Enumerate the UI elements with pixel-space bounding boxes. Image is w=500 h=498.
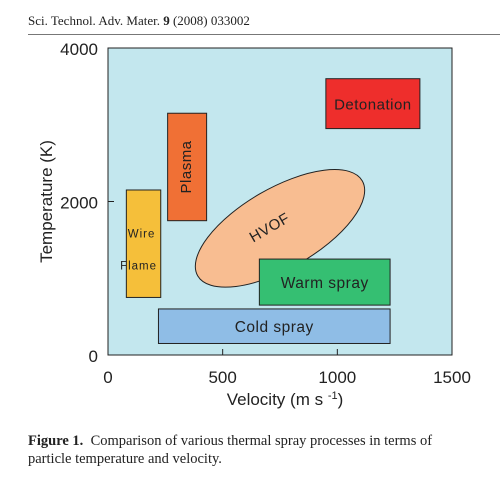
figure-caption: Figure 1. Comparison of various thermal … bbox=[28, 432, 478, 468]
label-detonation: Detonation bbox=[334, 97, 412, 114]
caption-label: Figure 1. bbox=[28, 433, 84, 449]
region-wire-flame bbox=[125, 189, 162, 298]
caption-text: Comparison of various thermal spray proc… bbox=[28, 433, 433, 467]
y-tick-label-0: 0 bbox=[89, 347, 98, 366]
region-detonation bbox=[325, 78, 421, 130]
x-tick-label-1000: 1000 bbox=[318, 368, 356, 387]
label-warm-spray: Warm spray bbox=[281, 275, 369, 292]
x-tick-label-500: 500 bbox=[208, 368, 236, 387]
label-wire-flame-line-1: Flame bbox=[120, 261, 157, 273]
y-tick-label-2000: 2000 bbox=[60, 194, 98, 213]
journal-issue: (2008) 033002 bbox=[172, 13, 250, 28]
header-rule bbox=[28, 34, 500, 35]
y-axis-label: Temperature (K) bbox=[37, 140, 56, 263]
journal-volume: 9 bbox=[163, 13, 170, 28]
region-cold-spray bbox=[157, 308, 391, 344]
label-wire-flame-line-0: Wire bbox=[128, 229, 156, 241]
region-plasma bbox=[167, 112, 208, 222]
journal-name: Sci. Technol. Adv. Mater. bbox=[28, 13, 160, 28]
region-warm-spray bbox=[258, 258, 391, 306]
x-tick-label-1500: 1500 bbox=[433, 368, 471, 387]
x-tick-label-0: 0 bbox=[103, 368, 112, 387]
label-cold-spray: Cold spray bbox=[235, 319, 314, 336]
journal-header: Sci. Technol. Adv. Mater. 9 (2008) 03300… bbox=[28, 13, 250, 29]
label-plasma: Plasma bbox=[178, 140, 195, 193]
x-axis-label: Velocity (m s -1) bbox=[227, 390, 344, 409]
y-tick-label-4000: 4000 bbox=[60, 40, 98, 59]
